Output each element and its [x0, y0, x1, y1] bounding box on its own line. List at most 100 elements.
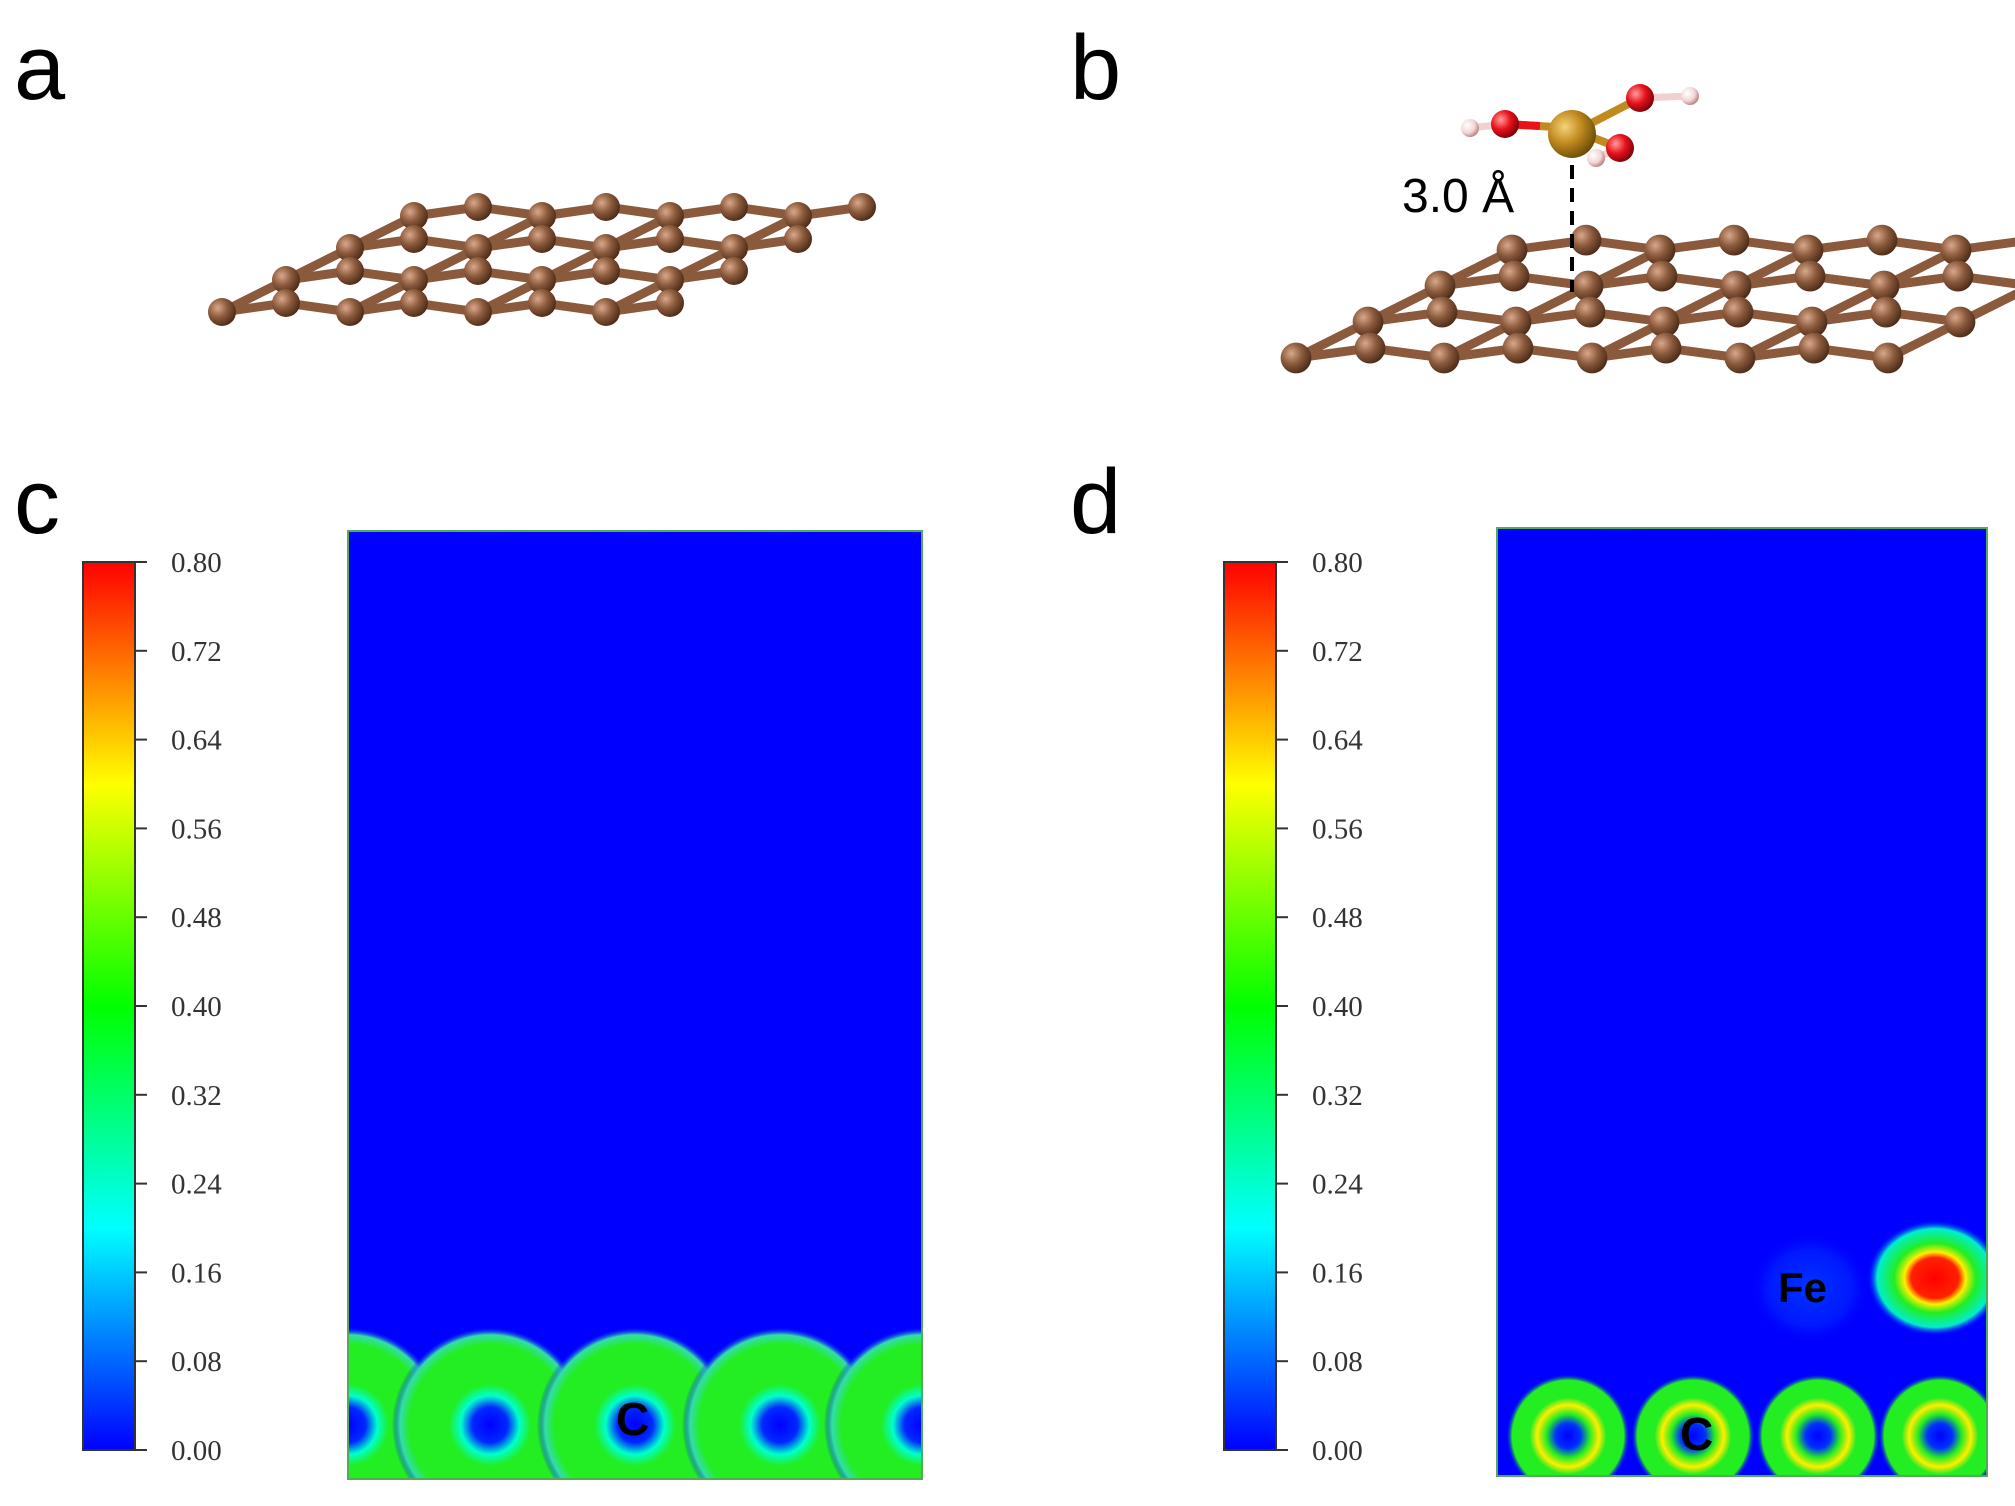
carbon-atom — [464, 298, 492, 326]
hydrogen-atom — [1461, 119, 1479, 137]
colorbar-tick-label: 0.08 — [1312, 1346, 1363, 1378]
carbon-atom — [1280, 342, 1312, 374]
carbon-atom — [400, 202, 428, 230]
carbon-atom — [272, 266, 300, 294]
carbon-atom — [464, 193, 492, 221]
iron-atom — [1548, 110, 1596, 158]
carbon-atom — [336, 257, 364, 285]
colorbar-tick-label: 0.80 — [1312, 547, 1363, 579]
colorbar-tick-label: 0.64 — [171, 725, 222, 757]
carbon-atom — [528, 266, 556, 294]
density-map-c — [347, 530, 923, 1480]
carbon-atom — [720, 257, 748, 285]
carbon-atom — [400, 266, 428, 294]
carbon-atom — [1870, 296, 1902, 328]
distance-label: 3.0 Å — [1402, 170, 1514, 223]
carbon-atom — [656, 202, 684, 230]
carbon-atom — [1644, 234, 1676, 266]
carbon-atom — [720, 193, 748, 221]
carbon-atom — [1724, 342, 1756, 374]
carbon-atom — [336, 298, 364, 326]
carbon-atom — [1572, 270, 1604, 302]
carbon-atom — [208, 298, 236, 326]
carbon-atom — [1718, 224, 1750, 256]
carbon-atom — [1648, 306, 1680, 338]
colorbar-tick-label: 0.32 — [1312, 1080, 1363, 1112]
colorbar-d: 0.00 0.08 0.16 0.24 0.32 0.40 0.48 0.56 0.64 0.72… — [1223, 547, 1363, 1467]
carbon-atom — [336, 234, 364, 262]
oxygen-atom — [1491, 110, 1519, 138]
carbon-atom — [1650, 332, 1682, 364]
colorbar-tick-label: 0.72 — [1312, 636, 1363, 668]
graphene-sheet-b — [1280, 224, 2015, 374]
carbon-atom — [464, 257, 492, 285]
carbon-atom — [1942, 260, 1974, 292]
carbon-atom — [528, 225, 556, 253]
colorbar-tick-label: 0.48 — [171, 902, 222, 934]
graphene-sheet-a — [208, 193, 876, 326]
colorbar-tick-label: 0.72 — [171, 636, 222, 668]
carbon-atom — [1576, 342, 1608, 374]
carbon-atom — [720, 234, 748, 262]
carbon-atom — [592, 234, 620, 262]
colorbar-tick-label: 0.40 — [171, 991, 222, 1023]
panel-label-d: d — [1070, 451, 1122, 553]
colorbar-tick-label: 0.48 — [1312, 902, 1363, 934]
colorbar-tick-label: 0.00 — [1312, 1435, 1363, 1467]
carbon-atom — [400, 225, 428, 253]
carbon-atom — [1866, 224, 1898, 256]
oxygen-atom — [1606, 134, 1634, 162]
colorbar-tick-label: 0.24 — [171, 1169, 222, 1201]
colorbar-tick-label: 0.56 — [1312, 813, 1363, 845]
carbon-atom — [1940, 234, 1972, 266]
carbon-atom — [1722, 296, 1754, 328]
carbon-atom — [592, 257, 620, 285]
colorbar-tick-label: 0.24 — [1312, 1169, 1363, 1201]
carbon-atom — [464, 234, 492, 262]
panel-label-c: c — [14, 451, 60, 553]
colorbar-tick-label: 0.64 — [1312, 725, 1363, 757]
iron-label-d: Fe — [1778, 1264, 1827, 1311]
colorbar-tick-label: 0.56 — [171, 813, 222, 845]
hydrogen-atom — [1681, 87, 1699, 105]
carbon-atom — [1424, 270, 1456, 302]
carbon-atom — [656, 266, 684, 294]
carbon-atom — [784, 202, 812, 230]
colorbar-tick-label: 0.32 — [171, 1080, 222, 1112]
carbon-atom — [848, 193, 876, 221]
carbon-atom — [1794, 260, 1826, 292]
carbon-atom — [592, 193, 620, 221]
colorbar-tick-label: 0.08 — [171, 1346, 222, 1378]
carbon-atom — [1428, 342, 1460, 374]
colorbar-c: 0.00 0.08 0.16 0.24 0.32 0.40 0.48 0.56 0.64 0.72… — [82, 547, 222, 1467]
carbon-atom — [528, 289, 556, 317]
colorbar-tick-label: 0.00 — [171, 1435, 222, 1467]
colorbar-tick-label: 0.40 — [1312, 991, 1363, 1023]
carbon-atom — [1570, 224, 1602, 256]
carbon-atom — [1872, 342, 1904, 374]
panel-label-b: b — [1070, 17, 1122, 119]
carbon-atom — [1502, 332, 1534, 364]
carbon-atom — [1574, 296, 1606, 328]
colorbar-tick-label: 0.16 — [1312, 1257, 1363, 1289]
carbon-atom — [1720, 270, 1752, 302]
carbon-atom — [1426, 296, 1458, 328]
carbon-atom — [592, 298, 620, 326]
carbon-atom — [528, 202, 556, 230]
density-map-d — [1496, 527, 1988, 1477]
carbon-atom — [1646, 260, 1678, 292]
carbon-atom — [1798, 332, 1830, 364]
oxygen-atom — [1626, 84, 1654, 112]
colorbar-tick-label: 0.80 — [171, 547, 222, 579]
carbon-atom — [656, 225, 684, 253]
carbon-atom — [1354, 332, 1386, 364]
carbon-atom — [400, 289, 428, 317]
carbon-atom — [1498, 260, 1530, 292]
carbon-atom — [1796, 306, 1828, 338]
carbon-atom — [784, 225, 812, 253]
carbon-atom — [1944, 306, 1976, 338]
carbon-label-c: C — [616, 1393, 649, 1445]
hydrogen-atom — [1587, 149, 1605, 167]
carbon-atom — [1868, 270, 1900, 302]
